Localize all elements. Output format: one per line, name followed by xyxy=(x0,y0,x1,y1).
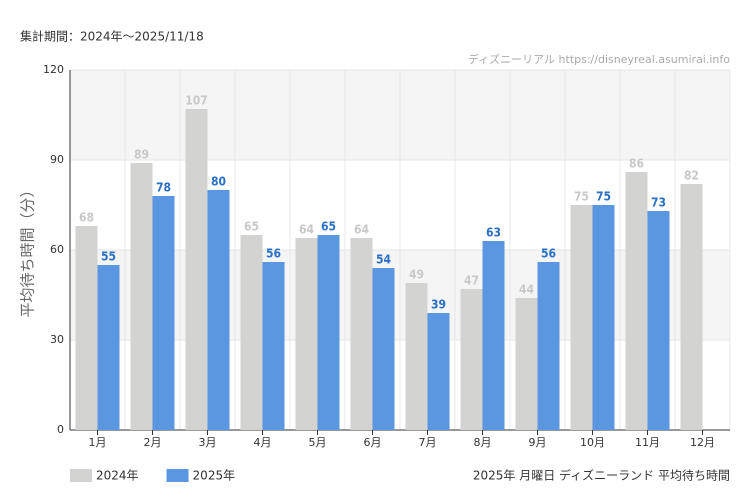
value-label: 56 xyxy=(266,247,281,261)
bar xyxy=(372,268,395,430)
bar xyxy=(152,196,175,430)
caption: 2025年 月曜日 ディズニーランド 平均待ち時間 xyxy=(473,468,730,483)
value-label: 73 xyxy=(651,196,666,210)
legend-label: 2025年 xyxy=(193,469,236,483)
value-label: 44 xyxy=(519,283,535,297)
bar xyxy=(97,265,120,430)
value-label: 65 xyxy=(244,220,259,234)
bar xyxy=(427,313,450,430)
x-tick-label: 6月 xyxy=(364,436,382,449)
x-tick-label: 12月 xyxy=(690,436,715,449)
x-tick-label: 10月 xyxy=(580,436,605,449)
value-label: 64 xyxy=(299,223,315,237)
value-label: 55 xyxy=(101,250,116,264)
x-tick-label: 9月 xyxy=(529,436,547,449)
bar xyxy=(482,241,505,430)
x-tick-label: 8月 xyxy=(474,436,492,449)
source: ディズニーリアル https://disneyreal.asumirai.inf… xyxy=(468,52,730,66)
legend-swatch xyxy=(70,469,92,482)
value-label: 54 xyxy=(376,253,392,267)
bar xyxy=(570,205,593,430)
y-tick-label: 60 xyxy=(50,243,64,256)
y-axis-label: 平均待ち時間（分） xyxy=(19,182,37,317)
bar xyxy=(130,163,153,430)
x-tick-label: 3月 xyxy=(199,436,217,449)
value-label: 78 xyxy=(156,181,171,195)
value-label: 107 xyxy=(185,94,208,108)
value-label: 39 xyxy=(431,298,446,312)
bar xyxy=(207,190,230,430)
bar xyxy=(537,262,560,430)
bar xyxy=(350,238,373,430)
bar xyxy=(185,109,208,430)
y-tick-label: 90 xyxy=(50,153,64,166)
value-label: 64 xyxy=(354,223,370,237)
bar xyxy=(460,289,483,430)
x-tick-label: 5月 xyxy=(309,436,327,449)
bar xyxy=(592,205,615,430)
value-label: 75 xyxy=(596,190,611,204)
x-tick-label: 7月 xyxy=(419,436,437,449)
bar xyxy=(317,235,340,430)
bar xyxy=(240,235,263,430)
value-label: 56 xyxy=(541,247,556,261)
value-label: 47 xyxy=(464,274,479,288)
chart-title: 集計期間：2024年〜2025/11/18 xyxy=(20,29,204,44)
value-label: 65 xyxy=(321,220,336,234)
bar xyxy=(75,226,98,430)
bar xyxy=(515,298,538,430)
value-label: 68 xyxy=(79,211,94,225)
bar xyxy=(262,262,285,430)
bar xyxy=(295,238,318,430)
x-tick-label: 11月 xyxy=(635,436,660,449)
legend-swatch xyxy=(166,469,189,482)
y-tick-label: 0 xyxy=(57,423,64,436)
bar xyxy=(647,211,670,430)
legend-label: 2024年 xyxy=(96,469,139,483)
value-label: 82 xyxy=(684,169,699,183)
value-label: 89 xyxy=(134,148,149,162)
y-tick-label: 120 xyxy=(43,63,64,76)
x-tick-label: 2月 xyxy=(144,436,162,449)
value-label: 80 xyxy=(211,175,226,189)
y-tick-label: 30 xyxy=(50,333,64,346)
bar xyxy=(625,172,648,430)
bar xyxy=(680,184,703,430)
value-label: 49 xyxy=(409,268,424,282)
value-label: 86 xyxy=(629,157,644,171)
value-label: 75 xyxy=(574,190,589,204)
x-tick-label: 4月 xyxy=(254,436,272,449)
bar xyxy=(405,283,428,430)
value-label: 63 xyxy=(486,226,501,240)
x-tick-label: 1月 xyxy=(89,436,107,449)
